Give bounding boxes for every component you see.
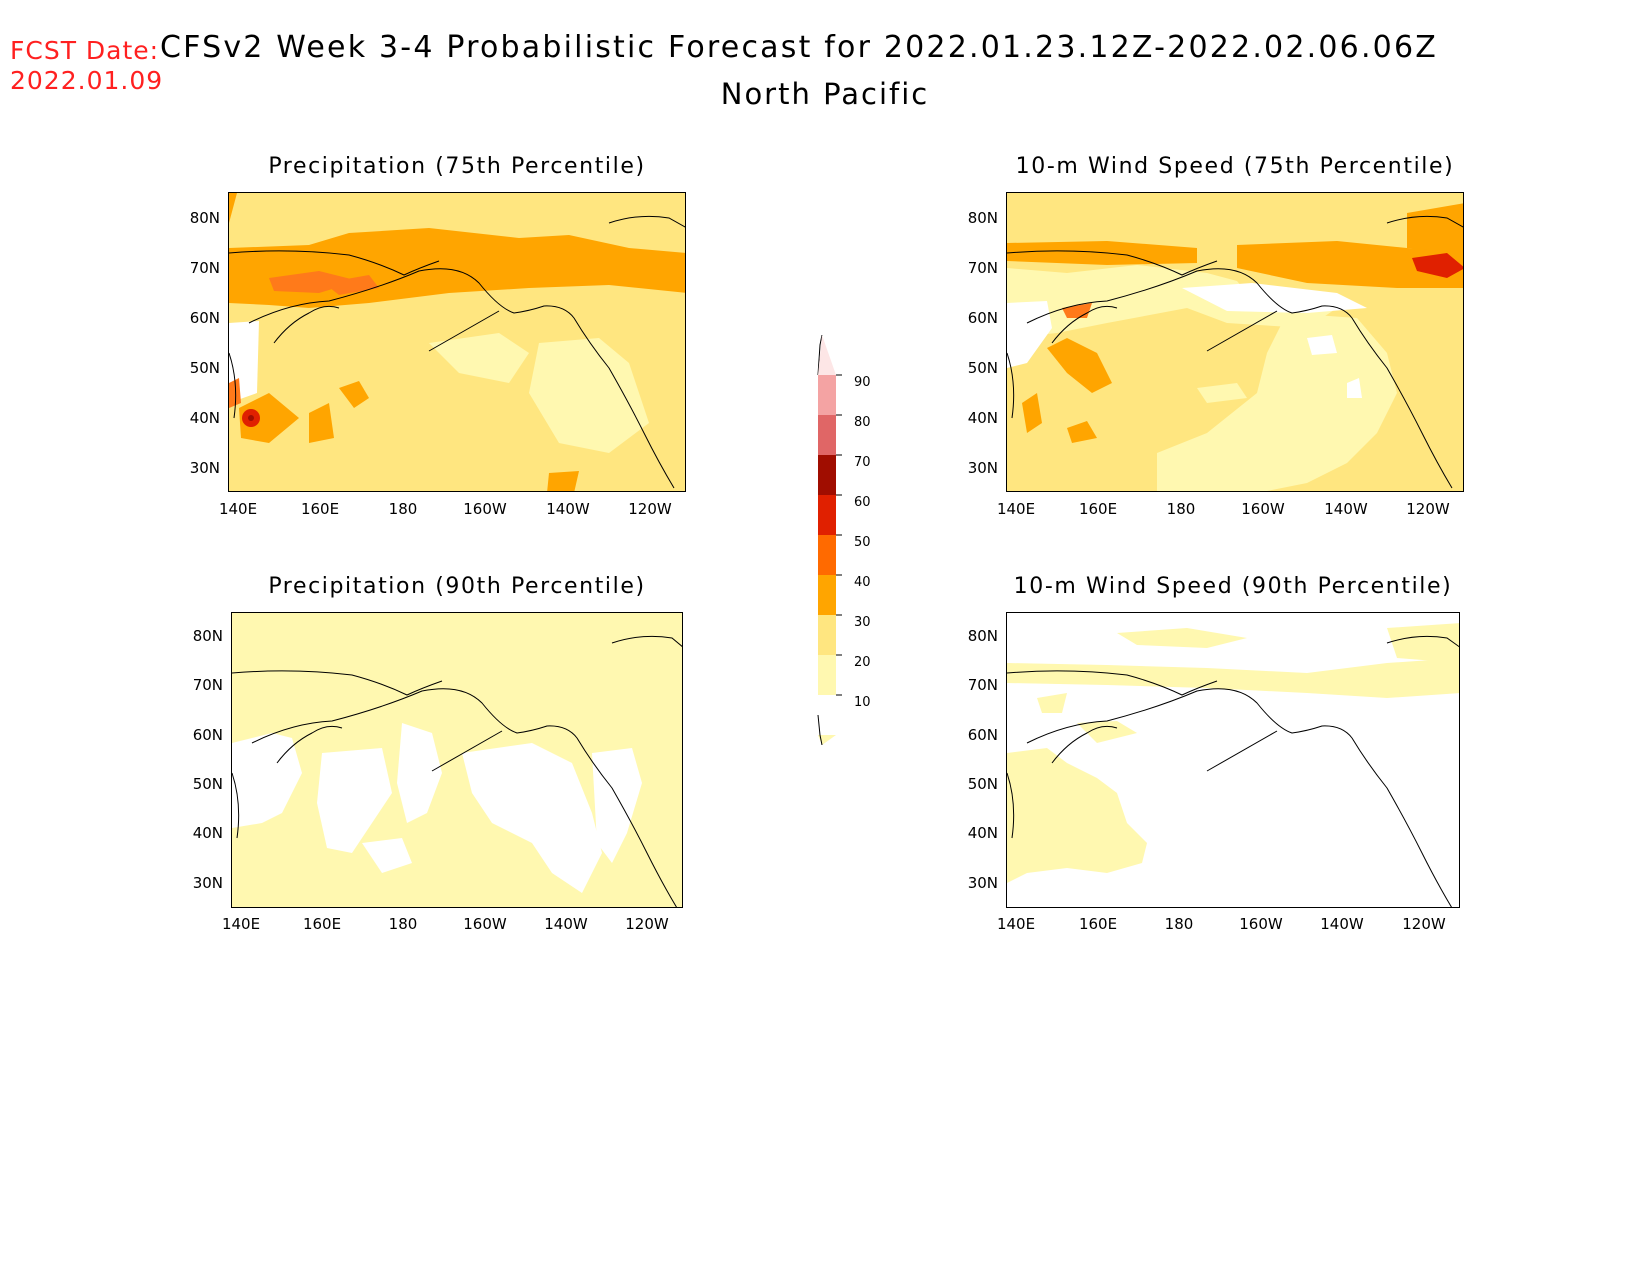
- lon-label: 160W: [1241, 500, 1285, 518]
- lat-label: 40N: [967, 409, 998, 427]
- colorbar-strip: [817, 335, 842, 745]
- panel-title: Precipitation (90th Percentile): [268, 574, 646, 599]
- lat-label: 70N: [967, 676, 998, 694]
- colorbar-swatch: [818, 655, 836, 695]
- lat-label: 60N: [189, 309, 220, 327]
- lon-label: 160W: [463, 915, 507, 933]
- lat-label: 60N: [967, 309, 998, 327]
- main-title: CFSv2 Week 3-4 Probabilistic Forecast fo…: [160, 30, 1439, 65]
- map-area: [1006, 192, 1464, 492]
- lon-label: 140E: [996, 500, 1036, 518]
- lon-label: 160E: [300, 500, 340, 518]
- colorbar-cap-top: [818, 335, 836, 375]
- colorbar-swatch: [818, 415, 836, 455]
- lon-label: 120W: [1402, 915, 1446, 933]
- colorbar-label: 20: [854, 655, 871, 670]
- lat-label: 80N: [967, 627, 998, 645]
- map-field: [1007, 193, 1463, 491]
- lon-label: 180: [1164, 915, 1194, 933]
- colorbar-label: 30: [854, 615, 871, 630]
- lat-label: 30N: [967, 874, 998, 892]
- lat-label: 30N: [189, 459, 220, 477]
- lon-label: 120W: [628, 500, 672, 518]
- lat-label: 70N: [967, 259, 998, 277]
- panel-precip-75: Precipitation (75th Percentile) 80N: [190, 154, 686, 518]
- lat-label: 70N: [192, 676, 223, 694]
- colorbar-swatch: [818, 495, 836, 535]
- lat-label: 80N: [192, 627, 223, 645]
- lon-label: 180: [388, 500, 418, 518]
- fcst-date-block: FCST Date: 2022.01.09: [10, 36, 163, 96]
- lat-label: 50N: [192, 775, 223, 793]
- colorbar-label: 40: [854, 575, 871, 590]
- map-area: [1006, 612, 1460, 908]
- map-field: [232, 613, 682, 907]
- fcst-date: 2022.01.09: [10, 66, 164, 95]
- map-area: [231, 612, 683, 908]
- lon-label: 160E: [1078, 915, 1118, 933]
- lat-label: 80N: [967, 209, 998, 227]
- colorbar-swatch: [818, 535, 836, 575]
- lon-label: 120W: [625, 915, 669, 933]
- colorbar-swatch: [818, 615, 836, 655]
- colorbar-label: 80: [854, 415, 871, 430]
- colorbar-label: 70: [854, 455, 871, 470]
- colorbar-label: 10: [854, 695, 871, 710]
- panel-title: 10-m Wind Speed (90th Percentile): [1013, 574, 1453, 599]
- panel-wind-90: 10-m Wind Speed (90th Percentile) 80N 70…: [968, 574, 1460, 933]
- colorbar-swatches: [818, 374, 842, 745]
- map-field: [1007, 613, 1459, 907]
- lat-label: 50N: [189, 359, 220, 377]
- lon-label: 140E: [996, 915, 1036, 933]
- lon-label: 120W: [1406, 500, 1450, 518]
- lon-label: 180: [388, 915, 418, 933]
- lon-label: 140W: [1320, 915, 1364, 933]
- colorbar-label: 90: [854, 375, 871, 390]
- lat-label: 30N: [192, 874, 223, 892]
- lon-label: 160E: [302, 915, 342, 933]
- lat-label: 40N: [189, 409, 220, 427]
- colorbar-swatch: [818, 455, 836, 495]
- map-field: [229, 193, 685, 491]
- region-subtitle: North Pacific: [720, 77, 930, 111]
- lat-label: 60N: [967, 726, 998, 744]
- panel-precip-90: Precipitation (90th Percentile) 80N 70N …: [193, 574, 683, 933]
- colorbar-swatch: [818, 375, 836, 415]
- lat-label: 50N: [967, 359, 998, 377]
- lat-label: 40N: [967, 824, 998, 842]
- panel-title: 10-m Wind Speed (75th Percentile): [1015, 154, 1455, 179]
- panel-title: Precipitation (75th Percentile): [268, 154, 646, 179]
- map-area: [228, 192, 686, 492]
- lon-label: 160E: [1078, 500, 1118, 518]
- lat-label: 70N: [189, 259, 220, 277]
- lat-label: 50N: [967, 775, 998, 793]
- panel-wind-75: 10-m Wind Speed (75th Percentile): [968, 154, 1464, 518]
- colorbar-swatch: [818, 575, 836, 615]
- lat-label: 60N: [192, 726, 223, 744]
- lon-label: 180: [1166, 500, 1196, 518]
- lat-label: 30N: [967, 459, 998, 477]
- lon-label: 140W: [1324, 500, 1368, 518]
- lon-label: 140E: [221, 915, 261, 933]
- colorbar-cap-bottom: [818, 735, 836, 745]
- fcst-label: FCST Date:: [10, 36, 160, 65]
- lon-label: 160W: [1239, 915, 1283, 933]
- lat-label: 40N: [192, 824, 223, 842]
- lon-label: 160W: [463, 500, 507, 518]
- colorbar-label: 50: [854, 535, 871, 550]
- colorbar-label: 60: [854, 495, 871, 510]
- lon-label: 140W: [546, 500, 590, 518]
- lon-label: 140W: [544, 915, 588, 933]
- lon-label: 140E: [218, 500, 258, 518]
- lat-label: 80N: [189, 209, 220, 227]
